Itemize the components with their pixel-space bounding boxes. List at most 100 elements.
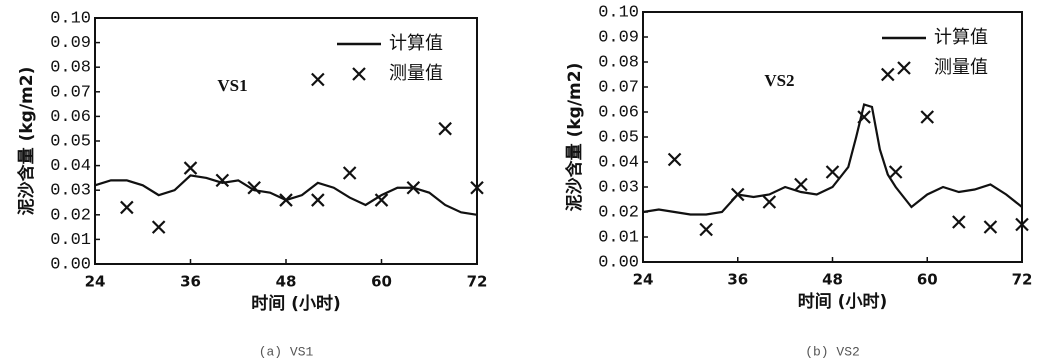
line bbox=[642, 103, 1023, 216]
marker bbox=[920, 110, 935, 124]
marker bbox=[215, 173, 230, 188]
y-tick-label: 0.06 bbox=[50, 108, 91, 127]
x-tick-label: 60 bbox=[917, 271, 938, 289]
legend-label: 测量值 bbox=[389, 63, 443, 84]
marker bbox=[794, 177, 808, 192]
marker bbox=[952, 215, 966, 229]
y-tick-label: 0.02 bbox=[50, 206, 91, 225]
x-tick-label: 72 bbox=[1012, 271, 1033, 289]
marker bbox=[311, 193, 325, 207]
marker bbox=[311, 193, 325, 207]
marker bbox=[888, 165, 903, 179]
y-tick-label: 0.08 bbox=[598, 53, 639, 72]
x-tick-label: 24 bbox=[85, 273, 106, 291]
annotation: VS2 bbox=[764, 71, 794, 90]
legend-swatch bbox=[897, 61, 911, 75]
marker bbox=[730, 187, 745, 202]
caption: (a) VS1 bbox=[259, 344, 314, 359]
marker bbox=[215, 173, 230, 188]
marker bbox=[762, 195, 777, 209]
marker bbox=[825, 165, 840, 179]
x-tick-label: 72 bbox=[467, 273, 488, 291]
marker bbox=[438, 121, 452, 136]
marker bbox=[952, 215, 966, 229]
marker bbox=[120, 200, 134, 215]
marker bbox=[311, 72, 325, 87]
caption: (b) VS2 bbox=[805, 344, 860, 359]
marker bbox=[183, 161, 198, 175]
marker bbox=[352, 67, 366, 81]
marker bbox=[730, 187, 745, 202]
marker bbox=[667, 152, 682, 167]
x-tick-label: 60 bbox=[371, 273, 392, 291]
marker bbox=[1015, 217, 1029, 232]
x-tick-label: 48 bbox=[822, 271, 843, 289]
marker bbox=[762, 195, 777, 209]
x-axis-label: 时间 (小时) bbox=[798, 291, 887, 312]
marker bbox=[151, 220, 166, 234]
marker bbox=[880, 67, 895, 82]
marker bbox=[794, 177, 808, 192]
y-tick-label: 0.10 bbox=[598, 3, 639, 22]
marker bbox=[699, 222, 713, 237]
marker bbox=[374, 193, 389, 207]
marker bbox=[897, 61, 911, 75]
y-tick-label: 0.01 bbox=[50, 231, 91, 250]
marker bbox=[311, 72, 325, 87]
y-tick-label: 0.01 bbox=[598, 228, 639, 247]
marker bbox=[406, 180, 421, 195]
y-tick-label: 0.00 bbox=[50, 255, 91, 274]
line bbox=[94, 174, 478, 216]
marker bbox=[279, 193, 293, 207]
x-tick-label: 36 bbox=[727, 271, 748, 289]
y-tick-label: 0.08 bbox=[50, 59, 91, 78]
y-tick-label: 0.07 bbox=[50, 83, 91, 102]
marker bbox=[247, 180, 261, 195]
y-tick-label: 0.09 bbox=[50, 34, 91, 53]
marker bbox=[983, 220, 998, 234]
plot-frame bbox=[94, 17, 478, 265]
marker bbox=[342, 166, 357, 180]
legend-swatch bbox=[352, 67, 366, 81]
x-tick-label: 24 bbox=[633, 271, 654, 289]
marker bbox=[1015, 217, 1029, 232]
y-axis-label: 泥沙含量 (kg/m2) bbox=[16, 67, 37, 216]
marker bbox=[880, 67, 895, 82]
marker bbox=[825, 165, 840, 179]
y-axis-label: 泥沙含量 (kg/m2) bbox=[564, 63, 585, 212]
marker bbox=[120, 200, 134, 215]
y-tick-label: 0.10 bbox=[50, 9, 91, 28]
x-axis-label: 时间 (小时) bbox=[251, 293, 340, 314]
y-tick-label: 0.05 bbox=[50, 132, 91, 151]
marker bbox=[470, 180, 484, 195]
legend-label: 计算值 bbox=[389, 33, 443, 54]
y-tick-label: 0.04 bbox=[50, 157, 91, 176]
y-tick-label: 0.00 bbox=[598, 253, 639, 272]
marker bbox=[699, 222, 713, 237]
x-tick-label: 48 bbox=[276, 273, 297, 291]
legend-label: 计算值 bbox=[934, 27, 988, 48]
legend-label: 测量值 bbox=[934, 57, 988, 78]
marker bbox=[470, 180, 484, 195]
y-tick-label: 0.07 bbox=[598, 78, 639, 97]
marker bbox=[374, 193, 389, 207]
marker bbox=[279, 193, 293, 207]
y-tick-label: 0.03 bbox=[598, 178, 639, 197]
y-tick-label: 0.05 bbox=[598, 128, 639, 147]
marker bbox=[888, 165, 903, 179]
y-tick-label: 0.03 bbox=[50, 182, 91, 201]
marker bbox=[983, 220, 998, 234]
marker bbox=[667, 152, 682, 167]
marker bbox=[151, 220, 166, 234]
marker bbox=[920, 110, 935, 124]
y-tick-label: 0.06 bbox=[598, 103, 639, 122]
marker bbox=[183, 161, 198, 175]
marker bbox=[342, 166, 357, 180]
marker bbox=[857, 110, 871, 124]
marker bbox=[406, 180, 421, 195]
y-tick-label: 0.09 bbox=[598, 28, 639, 47]
y-tick-label: 0.04 bbox=[598, 153, 639, 172]
marker bbox=[247, 180, 261, 195]
marker bbox=[438, 121, 452, 136]
